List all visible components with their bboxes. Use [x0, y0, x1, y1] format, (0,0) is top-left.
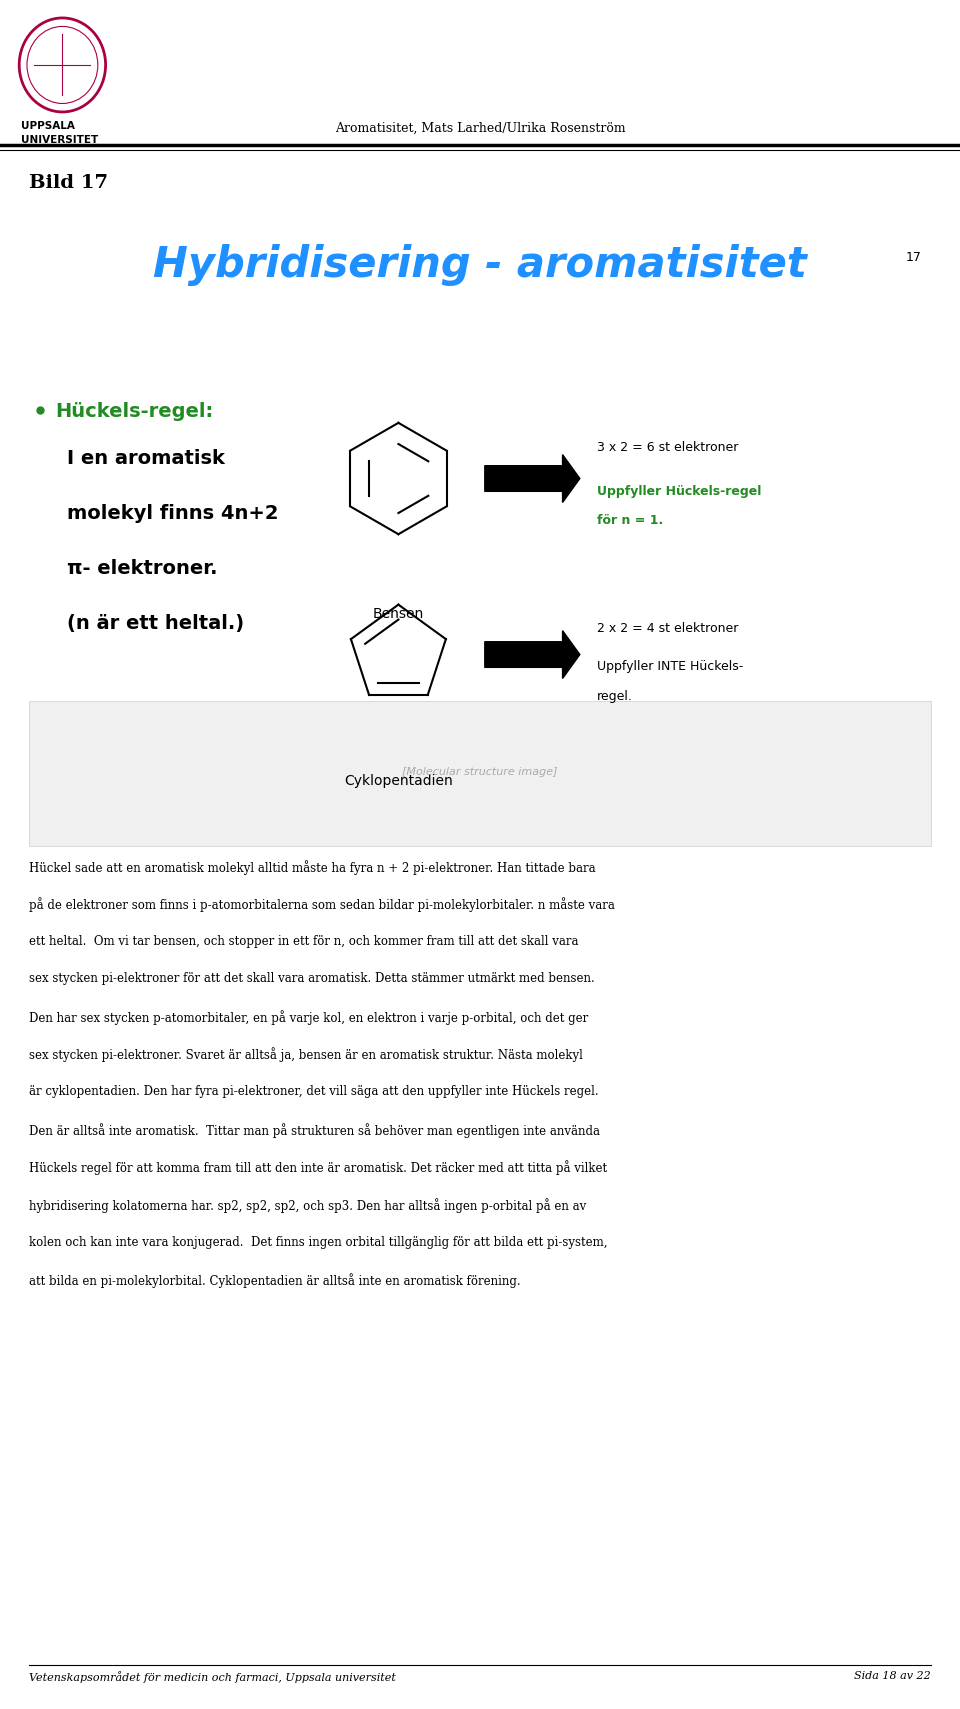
Text: sex stycken pi-elektroner för att det skall vara aromatisk. Detta stämmer utmärk: sex stycken pi-elektroner för att det sk…: [29, 972, 594, 986]
Text: 17: 17: [905, 251, 922, 265]
Text: för n = 1.: för n = 1.: [597, 514, 663, 528]
Text: Aromatisitet, Mats Larhed/Ulrika Rosenström: Aromatisitet, Mats Larhed/Ulrika Rosenst…: [335, 121, 625, 135]
Text: Hückels-regel:: Hückels-regel:: [56, 402, 214, 420]
Text: UNIVERSITET: UNIVERSITET: [21, 135, 98, 145]
Text: att bilda en pi-molekylorbital. Cyklopentadien är alltså inte en aromatisk fören: att bilda en pi-molekylorbital. Cyklopen…: [29, 1273, 520, 1289]
Text: Hückels regel för att komma fram till att den inte är aromatisk. Det räcker med : Hückels regel för att komma fram till at…: [29, 1160, 607, 1176]
Text: ett heltal.  Om vi tar bensen, och stopper in ett för n, och kommer fram till at: ett heltal. Om vi tar bensen, och stoppe…: [29, 935, 578, 948]
Text: Bild 17: Bild 17: [29, 174, 108, 193]
Ellipse shape: [19, 19, 106, 113]
Text: sex stycken pi-elektroner. Svaret är alltså ja, bensen är en aromatisk struktur.: sex stycken pi-elektroner. Svaret är all…: [29, 1048, 583, 1063]
Text: Vetenskapsområdet för medicin och farmaci, Uppsala universitet: Vetenskapsområdet för medicin och farmac…: [29, 1671, 396, 1683]
Text: I en aromatisk: I en aromatisk: [67, 449, 225, 468]
Text: Uppfyller Hückels-regel: Uppfyller Hückels-regel: [597, 485, 761, 499]
Text: Bensen: Bensen: [372, 607, 424, 620]
Text: [Molecular structure image]: [Molecular structure image]: [402, 767, 558, 778]
Text: Uppfyller INTE Hückels-: Uppfyller INTE Hückels-: [597, 660, 743, 673]
Ellipse shape: [27, 26, 98, 104]
Text: är cyklopentadien. Den har fyra pi-elektroner, det vill säga att den uppfyller i: är cyklopentadien. Den har fyra pi-elekt…: [29, 1085, 598, 1099]
FancyArrow shape: [485, 455, 580, 502]
Text: på de elektroner som finns i p-atomorbitalerna som sedan bildar pi-molekylorbita: på de elektroner som finns i p-atomorbit…: [29, 897, 614, 913]
Text: Den har sex stycken p-atomorbitaler, en på varje kol, en elektron i varje p-orbi: Den har sex stycken p-atomorbitaler, en …: [29, 1010, 588, 1025]
Text: 2 x 2 = 4 st elektroner: 2 x 2 = 4 st elektroner: [597, 622, 738, 636]
Text: π- elektroner.: π- elektroner.: [67, 559, 218, 578]
Text: regel.: regel.: [597, 690, 633, 704]
Text: Cyklopentadien: Cyklopentadien: [344, 774, 453, 788]
Text: (n är ett heltal.): (n är ett heltal.): [67, 614, 245, 632]
Text: Hybridisering - aromatisitet: Hybridisering - aromatisitet: [154, 244, 806, 287]
Bar: [29, 701, 931, 846]
Text: hybridisering kolatomerna har. sp2, sp2, sp2, och sp3. Den har alltså ingen p-or: hybridisering kolatomerna har. sp2, sp2,…: [29, 1198, 586, 1213]
Text: 3 x 2 = 6 st elektroner: 3 x 2 = 6 st elektroner: [597, 441, 738, 455]
Text: Sida 18 av 22: Sida 18 av 22: [854, 1671, 931, 1682]
Text: UPPSALA: UPPSALA: [21, 121, 75, 132]
FancyArrow shape: [485, 631, 580, 678]
Text: Hückel sade att en aromatisk molekyl alltid måste ha fyra n + 2 pi-elektroner. H: Hückel sade att en aromatisk molekyl all…: [29, 860, 595, 875]
Text: kolen och kan inte vara konjugerad.  Det finns ingen orbital tillgänglig för att: kolen och kan inte vara konjugerad. Det …: [29, 1236, 608, 1249]
Text: Den är alltså inte aromatisk.  Tittar man på strukturen så behöver man egentlige: Den är alltså inte aromatisk. Tittar man…: [29, 1123, 600, 1138]
Text: molekyl finns 4n+2: molekyl finns 4n+2: [67, 504, 278, 523]
